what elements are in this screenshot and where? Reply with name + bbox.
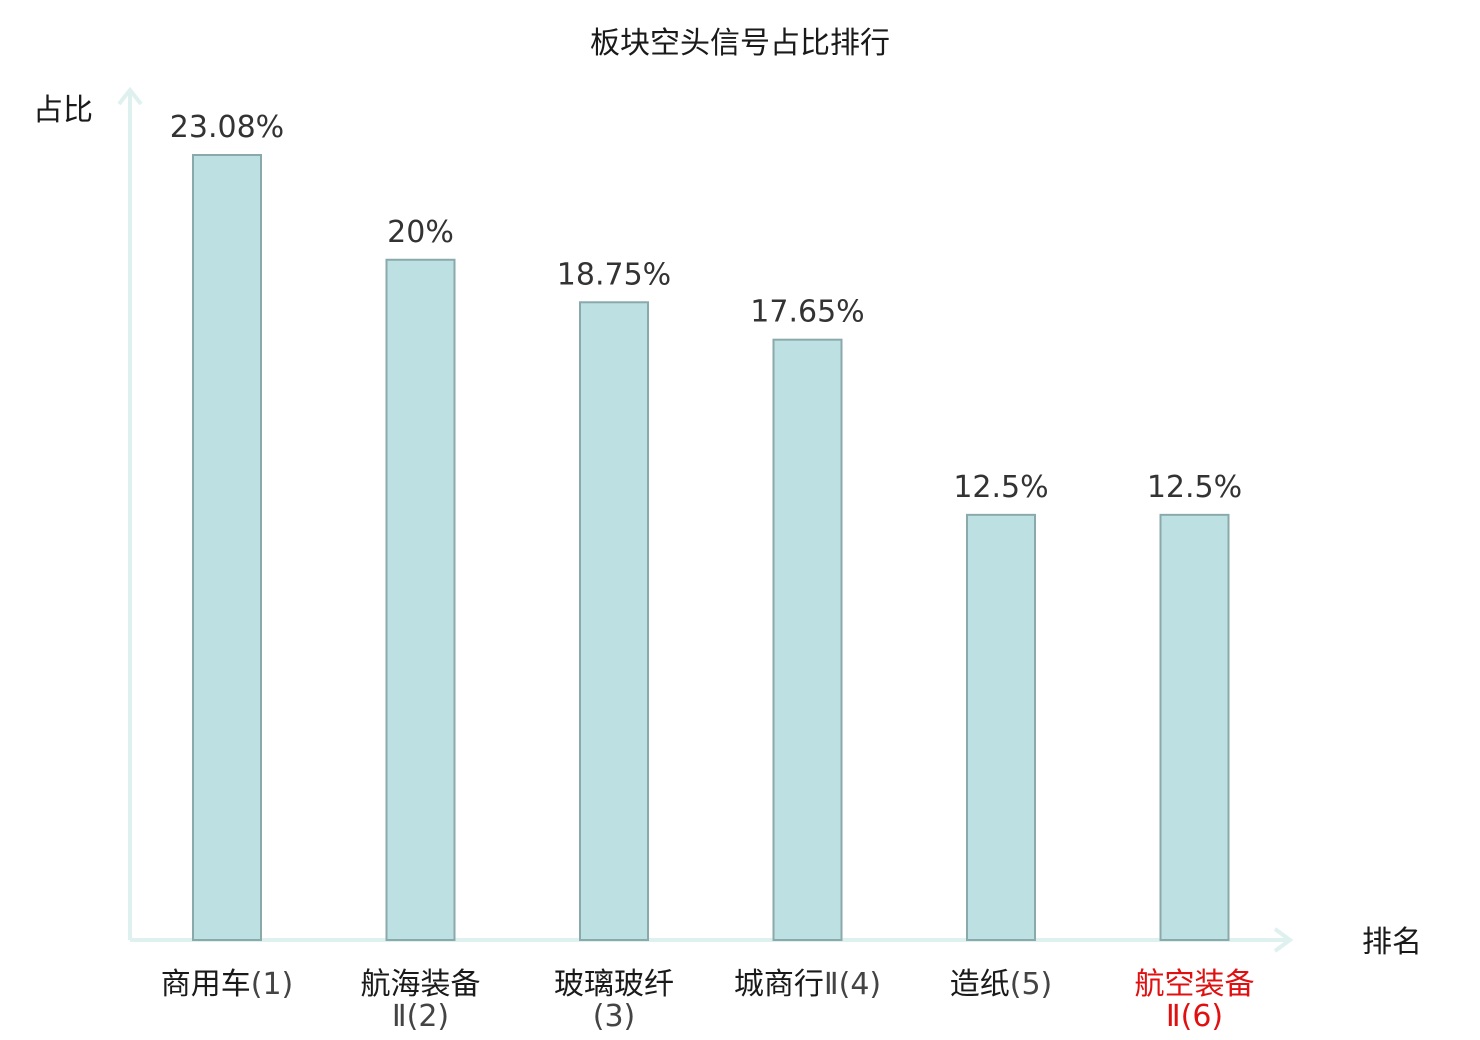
x-tick-labels: 商用车(1) 航海装备 Ⅱ(2) 玻璃玻纤(3) 城商行Ⅱ(4) 造纸(5) 航空装备 Ⅱ(6… <box>161 967 1255 1034</box>
bar-2 <box>385 258 456 941</box>
bar-3 <box>579 301 649 941</box>
value-label-6: 12.5% <box>1147 470 1242 505</box>
value-label-1: 23.08% <box>170 110 284 145</box>
bar-5 <box>966 513 1036 941</box>
x-tick-name: 玻璃玻纤 <box>554 967 674 1002</box>
x-tick-name: 城商行 <box>734 967 824 1002</box>
x-tick-name: 航海装备 <box>361 967 481 1002</box>
x-axis-label: 排名 <box>1362 925 1422 960</box>
bar-4 <box>772 338 843 942</box>
value-labels: 23.08% 20% 18.75% 17.65% 12.5% 12.5% <box>170 110 1242 505</box>
x-axis-arrow <box>1273 927 1294 953</box>
y-axis-arrow <box>117 86 143 106</box>
x-tick-label-3: 玻璃玻纤(3) <box>554 967 674 1034</box>
x-tick-rank: Ⅱ(4) <box>824 967 881 1002</box>
x-tick-name: 航空装备 <box>1135 967 1255 1002</box>
chart-title: 板块空头信号占比排行 <box>590 26 890 61</box>
x-tick-rank: Ⅱ(2) <box>392 999 449 1034</box>
value-label-5: 12.5% <box>953 470 1048 505</box>
x-tick-label-5: 造纸(5) <box>950 967 1053 1002</box>
value-label-2: 20% <box>387 215 454 250</box>
x-tick-label-6: 航空装备 Ⅱ(6) <box>1135 967 1255 1034</box>
x-tick-name: 造纸 <box>950 967 1010 1002</box>
y-axis-label: 占比 <box>33 93 93 128</box>
axes <box>117 86 1294 953</box>
x-tick-rank: (1) <box>251 967 294 1002</box>
bars <box>192 154 1230 942</box>
bar-1 <box>192 154 262 941</box>
x-tick-name: 商用车 <box>161 967 251 1002</box>
value-label-4: 17.65% <box>750 295 864 330</box>
x-tick-rank: (5) <box>1010 967 1053 1002</box>
x-tick-label-2: 航海装备 Ⅱ(2) <box>361 967 481 1034</box>
x-tick-label-1: 商用车(1) <box>161 967 294 1002</box>
x-tick-rank: Ⅱ(6) <box>1166 999 1223 1034</box>
bar-6 <box>1159 513 1230 941</box>
value-label-3: 18.75% <box>557 257 671 292</box>
x-tick-rank: (3) <box>593 999 636 1034</box>
x-tick-label-4: 城商行Ⅱ(4) <box>734 967 881 1002</box>
